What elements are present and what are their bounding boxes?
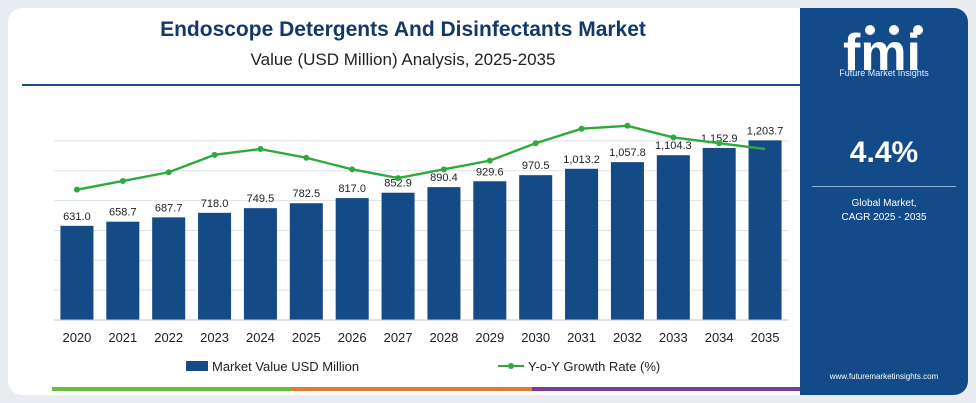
- growth-rate-point: [395, 175, 402, 182]
- bar-2026: [335, 198, 369, 320]
- legend-line-label: Y-o-Y Growth Rate (%): [528, 358, 661, 374]
- bar-2033: [656, 155, 690, 320]
- website-link[interactable]: www.futuremarketinsights.com: [829, 372, 939, 381]
- growth-rate-point: [119, 177, 126, 184]
- x-tick-label: 2021: [108, 330, 137, 345]
- bar-2027: [381, 192, 415, 320]
- bar-value-label: 890.4: [430, 172, 458, 184]
- x-tick-label: 2028: [429, 330, 458, 345]
- x-tick-label: 2029: [475, 330, 504, 345]
- bar-value-label: 970.5: [522, 160, 550, 172]
- x-tick-label: 2033: [659, 330, 688, 345]
- legend-bar-swatch: [186, 361, 208, 371]
- legend-bar-label: Market Value USD Million: [212, 358, 360, 374]
- bar-value-label: 852.9: [384, 178, 412, 190]
- x-tick-label: 2022: [154, 330, 183, 345]
- bar-2023: [198, 212, 232, 320]
- bar-value-label: 749.5: [247, 193, 275, 205]
- bar-value-label: 929.6: [476, 166, 504, 178]
- growth-rate-point: [670, 134, 677, 141]
- bar-value-label: 631.0: [63, 211, 91, 223]
- legend-bar-item: Market Value USD Million: [186, 356, 359, 376]
- bar-2025: [289, 203, 323, 320]
- bar-2032: [610, 162, 644, 320]
- bar-2024: [243, 208, 277, 320]
- growth-rate-point: [73, 186, 80, 193]
- x-tick-label: 2032: [613, 330, 642, 345]
- bar-2031: [565, 168, 599, 320]
- x-tick-label: 2026: [338, 330, 367, 345]
- growth-rate-point: [211, 151, 218, 158]
- cagr-label-market: Global Market,: [851, 198, 917, 209]
- x-tick-label: 2023: [200, 330, 229, 345]
- bar-value-label: 1,104.3: [655, 140, 692, 152]
- growth-rate-point: [165, 169, 172, 176]
- logo-text: fmi: [843, 24, 921, 82]
- bar-value-label: 1,203.7: [747, 125, 784, 137]
- bar-value-label: 687.7: [155, 202, 183, 214]
- bar-2029: [473, 181, 507, 320]
- growth-rate-point: [578, 125, 585, 132]
- accent-bar-purple: [532, 387, 800, 391]
- chart-card: Endoscope Detergents And Disinfectants M…: [8, 8, 968, 395]
- x-tick-label: 2024: [246, 330, 275, 345]
- growth-rate-point: [303, 154, 310, 161]
- accent-bar-green: [52, 387, 292, 391]
- bar-value-label: 658.7: [109, 207, 137, 219]
- bar-2030: [519, 175, 553, 320]
- x-tick-label: 2030: [521, 330, 550, 345]
- side-panel: fmi Future Market Insights 4.4% Global M…: [800, 8, 968, 395]
- bar-2028: [427, 187, 461, 320]
- cagr-value: 4.4%: [849, 136, 919, 169]
- bar-value-label: 817.0: [338, 183, 366, 195]
- bar-2020: [60, 225, 94, 320]
- bar-value-label: 782.5: [293, 188, 321, 200]
- bar-value-label: 718.0: [201, 198, 229, 210]
- growth-rate-point: [349, 166, 356, 173]
- bar-2035: [748, 140, 782, 320]
- chart-subtitle: Value (USD Million) Analysis, 2025-2035: [250, 50, 556, 69]
- bar-value-label: 1,057.8: [609, 147, 646, 159]
- title-divider: [22, 84, 800, 86]
- growth-rate-point: [440, 166, 447, 173]
- x-tick-label: 2035: [751, 330, 780, 345]
- x-tick-label: 2031: [567, 330, 596, 345]
- legend-line-item: Y-o-Y Growth Rate (%): [498, 356, 660, 376]
- x-tick-label: 2025: [292, 330, 321, 345]
- growth-rate-point: [624, 122, 631, 129]
- bar-2022: [152, 217, 186, 320]
- logo-tagline: Future Market Insights: [839, 68, 929, 78]
- cagr-label-period: CAGR 2025 - 2035: [841, 212, 927, 223]
- bar-2034: [702, 147, 736, 320]
- fmi-logo: fmi: [843, 24, 923, 82]
- x-tick-label: 2020: [62, 330, 91, 345]
- x-tick-label: 2027: [384, 330, 413, 345]
- growth-rate-line: [76, 124, 766, 191]
- chart-plot: 631.0 2020 658.7 2021 687.7 2022 718.0 2023 749.…: [54, 122, 788, 345]
- x-tick-label: 2034: [705, 330, 734, 345]
- growth-rate-point: [716, 140, 723, 147]
- bar-2021: [106, 221, 140, 320]
- legend-line-swatch: [498, 361, 524, 371]
- bar-value-label: 1,013.2: [563, 154, 600, 166]
- growth-rate-point: [532, 140, 539, 147]
- growth-rate-point: [486, 157, 493, 164]
- accent-bar-orange: [292, 387, 532, 391]
- growth-rate-point: [257, 146, 264, 153]
- cagr-divider: [812, 186, 956, 187]
- chart-title: Endoscope Detergents And Disinfectants M…: [160, 18, 646, 41]
